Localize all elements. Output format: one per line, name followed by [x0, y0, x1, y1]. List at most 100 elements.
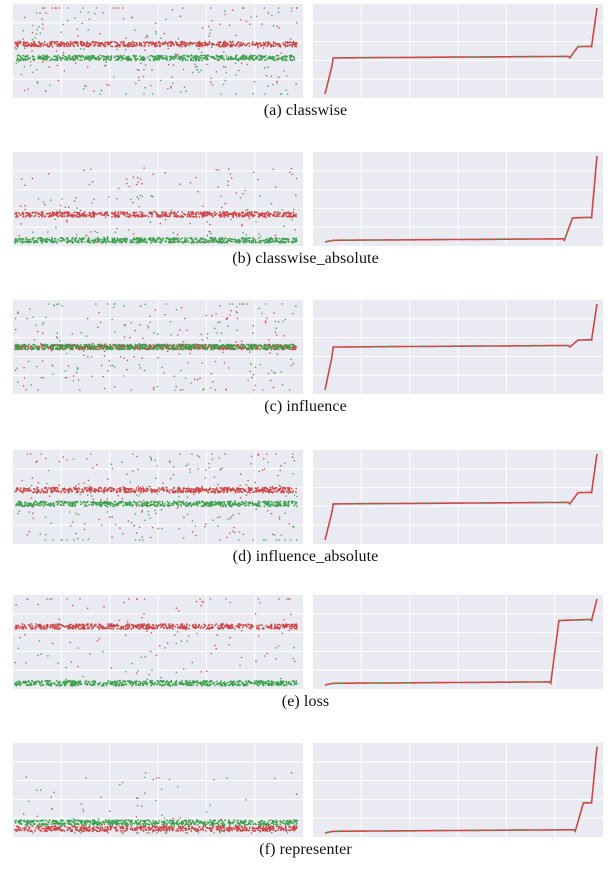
data-point — [65, 206, 67, 208]
data-point — [178, 528, 180, 530]
data-point — [25, 237, 27, 239]
data-point — [101, 90, 103, 92]
line-point — [483, 56, 485, 58]
data-point — [205, 523, 207, 525]
data-point — [180, 57, 182, 59]
data-point — [93, 90, 95, 92]
data-point — [130, 199, 132, 201]
data-point — [43, 322, 45, 324]
data-point — [216, 241, 218, 243]
data-point — [249, 237, 251, 239]
data-point — [106, 214, 108, 216]
data-point — [151, 44, 153, 46]
data-point — [195, 348, 197, 350]
data-point — [208, 344, 210, 346]
data-point — [148, 45, 150, 47]
data-point — [111, 463, 113, 465]
data-point — [241, 225, 243, 227]
data-point — [242, 237, 244, 239]
data-point — [159, 241, 161, 243]
data-point — [261, 313, 263, 315]
data-point — [62, 57, 64, 59]
data-point — [289, 389, 291, 391]
data-point — [224, 213, 226, 215]
line-point — [411, 346, 413, 348]
data-point — [85, 45, 87, 47]
data-point — [228, 57, 230, 59]
data-point — [178, 349, 180, 351]
data-point — [150, 517, 152, 519]
data-point — [55, 348, 57, 350]
data-point — [27, 56, 29, 58]
data-point — [294, 59, 296, 61]
data-point — [95, 59, 97, 61]
data-point — [243, 303, 245, 305]
data-point — [280, 371, 282, 373]
data-point — [243, 42, 245, 44]
data-point — [173, 474, 175, 476]
data-point — [59, 461, 61, 463]
data-point — [283, 335, 285, 337]
data-point — [192, 57, 194, 59]
data-point — [116, 198, 118, 200]
data-point — [242, 240, 244, 242]
data-point — [183, 516, 185, 518]
data-point — [51, 7, 53, 9]
data-point — [224, 453, 226, 455]
data-point — [45, 90, 47, 92]
data-point — [23, 385, 25, 387]
data-point — [216, 169, 218, 171]
data-point — [285, 42, 287, 44]
data-point — [221, 237, 223, 239]
data-point — [158, 346, 160, 348]
data-point — [129, 59, 131, 61]
data-point — [164, 314, 166, 316]
data-point — [243, 242, 245, 244]
data-point — [290, 358, 292, 360]
data-point — [253, 43, 255, 45]
data-point — [86, 216, 88, 218]
data-point — [270, 58, 272, 60]
data-point — [136, 43, 138, 45]
data-point — [42, 28, 44, 30]
data-point — [164, 33, 166, 35]
data-point — [16, 62, 18, 64]
data-point — [296, 22, 298, 24]
data-point — [125, 93, 127, 95]
data-point — [275, 321, 277, 323]
data-point — [168, 348, 170, 350]
data-point — [66, 344, 68, 346]
line-point — [527, 345, 529, 347]
data-point — [226, 72, 228, 74]
data-point — [275, 235, 277, 237]
data-point — [174, 211, 176, 213]
data-point — [34, 37, 36, 39]
data-point — [136, 456, 138, 458]
data-point — [210, 81, 212, 83]
data-point — [59, 56, 61, 58]
data-point — [111, 241, 113, 243]
data-point — [220, 539, 222, 541]
data-point — [81, 41, 83, 43]
data-point — [232, 531, 234, 533]
data-point — [113, 307, 115, 309]
data-point — [90, 231, 92, 233]
data-point — [239, 44, 241, 46]
data-point — [118, 188, 120, 190]
data-point — [142, 337, 144, 339]
data-point — [259, 213, 261, 215]
data-point — [60, 539, 62, 541]
data-point — [293, 209, 295, 211]
data-point — [127, 216, 129, 218]
data-point — [194, 42, 196, 44]
data-point — [209, 211, 211, 213]
data-point — [104, 59, 106, 61]
data-point — [186, 465, 188, 467]
scatter-plot-b — [13, 152, 303, 246]
data-point — [32, 477, 34, 479]
data-point — [61, 60, 63, 62]
data-point — [222, 44, 224, 46]
data-point — [124, 238, 126, 240]
data-point — [87, 12, 89, 14]
data-point — [98, 519, 100, 521]
